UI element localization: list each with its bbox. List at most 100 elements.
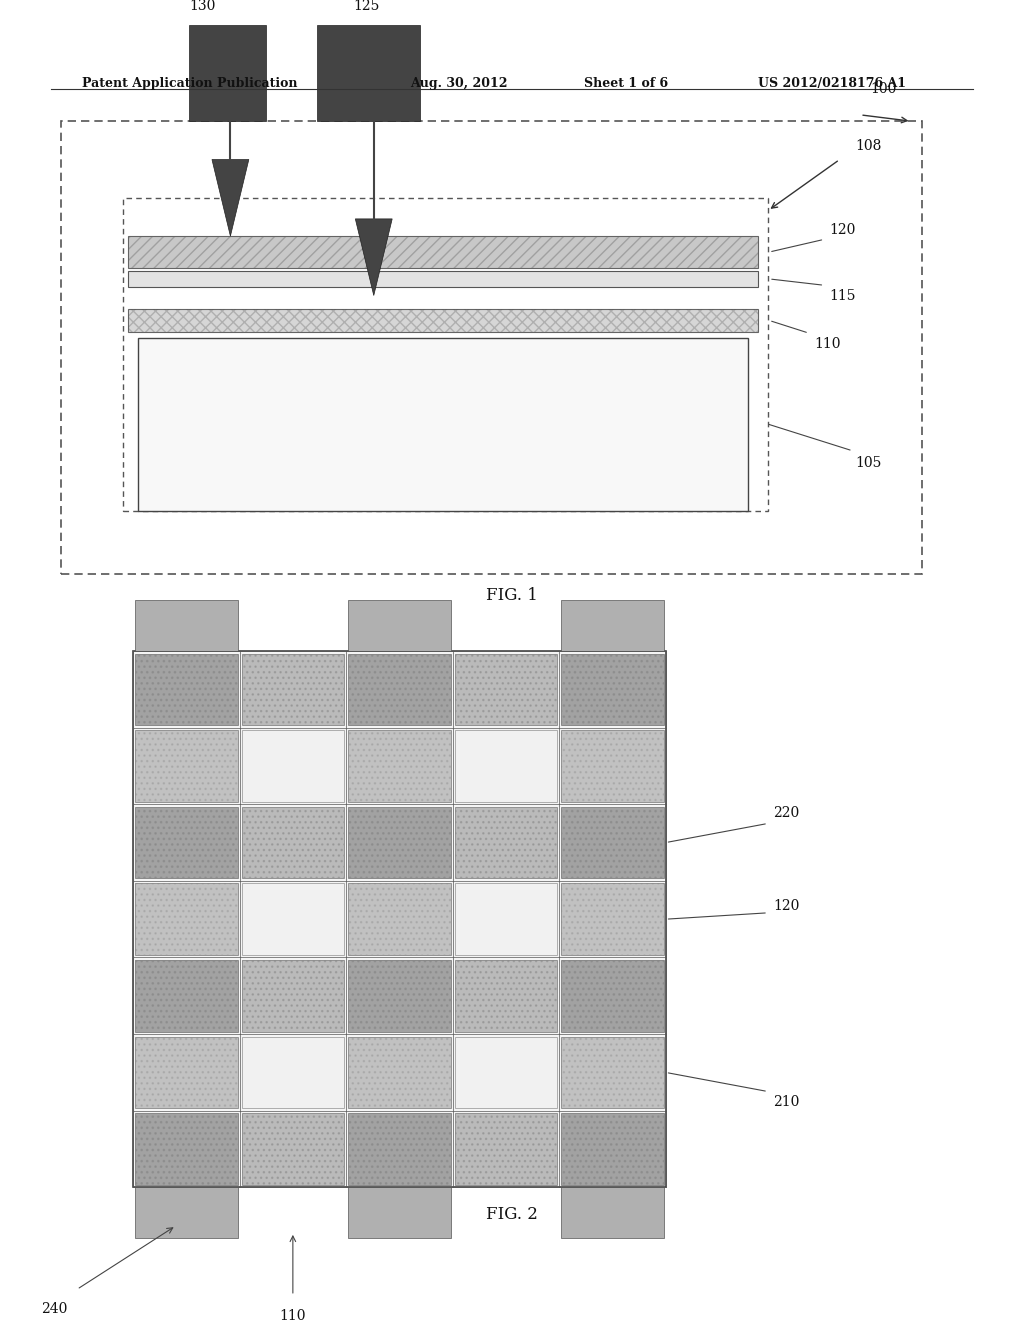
Text: 120: 120 bbox=[773, 899, 800, 913]
Polygon shape bbox=[212, 160, 249, 236]
Bar bbox=[348, 1187, 451, 1238]
Text: Aug. 30, 2012: Aug. 30, 2012 bbox=[410, 77, 507, 90]
Text: 240: 240 bbox=[41, 1303, 68, 1316]
Bar bbox=[561, 807, 664, 878]
Bar bbox=[135, 960, 238, 1031]
Bar bbox=[561, 653, 664, 725]
Bar bbox=[561, 1036, 664, 1109]
Bar bbox=[348, 653, 451, 725]
Bar bbox=[242, 1036, 344, 1109]
Bar bbox=[135, 601, 238, 651]
Bar bbox=[348, 883, 451, 954]
Bar bbox=[189, 25, 266, 121]
Bar bbox=[561, 730, 664, 801]
Bar bbox=[561, 1113, 664, 1185]
Bar bbox=[317, 25, 420, 121]
Text: FIG. 2: FIG. 2 bbox=[486, 1206, 538, 1224]
Bar bbox=[348, 1036, 451, 1109]
Bar bbox=[561, 960, 664, 1031]
Text: 130: 130 bbox=[189, 0, 216, 13]
Bar bbox=[135, 1036, 238, 1109]
Bar bbox=[561, 1187, 664, 1238]
Text: FIG. 1: FIG. 1 bbox=[486, 587, 538, 605]
Bar bbox=[128, 309, 758, 331]
Text: 210: 210 bbox=[773, 1096, 800, 1109]
Bar bbox=[561, 960, 664, 1031]
Bar bbox=[133, 651, 666, 1187]
Bar bbox=[123, 198, 768, 511]
Bar bbox=[242, 807, 344, 878]
Text: 220: 220 bbox=[773, 805, 800, 820]
Bar bbox=[135, 730, 238, 801]
Bar bbox=[135, 807, 238, 878]
Bar bbox=[135, 1113, 238, 1185]
Bar bbox=[348, 1113, 451, 1185]
Text: 120: 120 bbox=[829, 223, 856, 236]
Bar bbox=[135, 653, 238, 725]
Bar bbox=[348, 807, 451, 878]
Bar bbox=[348, 1113, 451, 1185]
Bar bbox=[348, 730, 451, 801]
Bar bbox=[348, 883, 451, 954]
Text: 105: 105 bbox=[855, 457, 882, 470]
Text: 108: 108 bbox=[855, 139, 882, 153]
Bar bbox=[561, 1113, 664, 1185]
Text: 110: 110 bbox=[814, 337, 841, 351]
Bar bbox=[561, 1113, 664, 1185]
Text: US 2012/0218176 A1: US 2012/0218176 A1 bbox=[758, 77, 906, 90]
Polygon shape bbox=[355, 219, 392, 296]
Bar bbox=[135, 883, 238, 954]
Bar bbox=[455, 807, 557, 878]
Bar bbox=[561, 653, 664, 725]
Bar bbox=[561, 653, 664, 725]
Bar bbox=[561, 960, 664, 1031]
Bar bbox=[348, 730, 451, 801]
Text: 110: 110 bbox=[280, 1308, 306, 1320]
Bar bbox=[348, 960, 451, 1031]
Bar bbox=[242, 1113, 344, 1185]
Bar bbox=[242, 807, 344, 878]
Text: 115: 115 bbox=[829, 289, 856, 304]
Bar bbox=[242, 960, 344, 1031]
Bar bbox=[128, 236, 758, 268]
Bar bbox=[455, 1036, 557, 1109]
Bar bbox=[561, 730, 664, 801]
Bar bbox=[128, 271, 758, 288]
Bar bbox=[242, 730, 344, 801]
Bar bbox=[561, 807, 664, 878]
Bar bbox=[348, 1036, 451, 1109]
Bar bbox=[135, 960, 238, 1031]
Bar bbox=[135, 1036, 238, 1109]
Bar bbox=[348, 653, 451, 725]
Bar bbox=[135, 807, 238, 878]
Bar bbox=[561, 1036, 664, 1109]
Text: 125: 125 bbox=[353, 0, 380, 13]
Bar bbox=[242, 1113, 344, 1185]
Bar bbox=[135, 883, 238, 954]
Bar bbox=[138, 338, 748, 511]
Bar bbox=[348, 601, 451, 651]
Bar bbox=[455, 1113, 557, 1185]
Text: Sheet 1 of 6: Sheet 1 of 6 bbox=[584, 77, 668, 90]
Bar bbox=[135, 1113, 238, 1185]
Bar bbox=[61, 121, 922, 574]
Bar bbox=[242, 653, 344, 725]
Bar bbox=[128, 236, 758, 268]
Bar bbox=[561, 883, 664, 954]
Bar bbox=[348, 807, 451, 878]
Bar bbox=[242, 883, 344, 954]
Bar bbox=[135, 653, 238, 725]
Bar bbox=[135, 807, 238, 878]
Bar bbox=[455, 653, 557, 725]
Bar bbox=[242, 960, 344, 1031]
Bar bbox=[348, 960, 451, 1031]
Bar bbox=[455, 883, 557, 954]
Bar bbox=[135, 960, 238, 1031]
Bar bbox=[561, 601, 664, 651]
Bar bbox=[135, 730, 238, 801]
Bar bbox=[455, 807, 557, 878]
Bar bbox=[348, 1113, 451, 1185]
Bar bbox=[455, 653, 557, 725]
Bar bbox=[135, 1187, 238, 1238]
Bar bbox=[455, 730, 557, 801]
